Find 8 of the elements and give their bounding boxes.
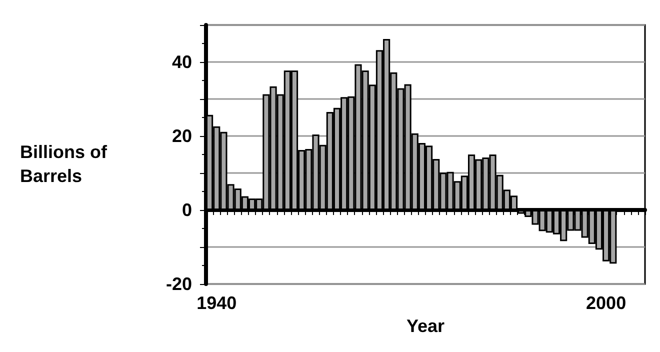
y-tick-label: -20 <box>166 274 192 294</box>
x-tick-label: 2000 <box>586 293 626 313</box>
x-axis-title: Year <box>406 316 445 336</box>
y-tick-label: 0 <box>182 200 192 220</box>
y-tick-label: 20 <box>172 126 192 146</box>
y-axis-title: Billions of Barrels <box>20 142 108 186</box>
x-tick-label: 1940 <box>196 293 237 313</box>
y-tick-label: 40 <box>172 52 192 72</box>
